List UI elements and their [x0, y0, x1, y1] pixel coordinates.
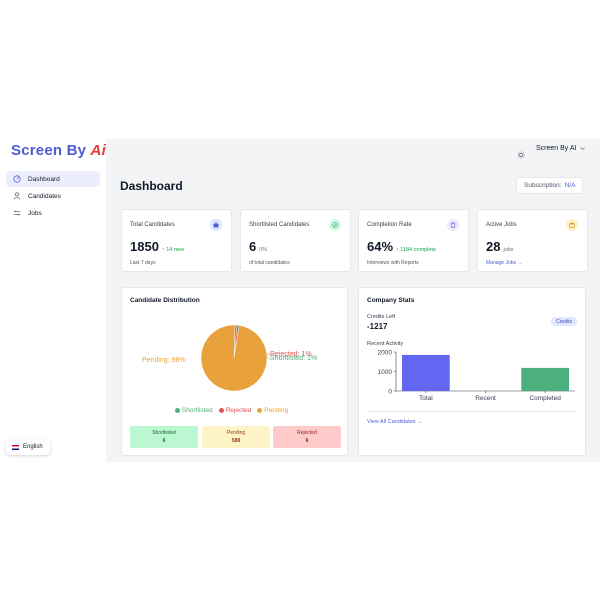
stat-note: ↑ 1184 complete — [396, 247, 436, 253]
stat-value: 64% ↑ 1184 complete — [367, 239, 436, 254]
user-menu-label: Screen By AI — [536, 145, 577, 152]
briefcase-icon — [210, 219, 222, 231]
bar-total[interactable] — [401, 354, 450, 391]
sun-icon[interactable] — [517, 146, 525, 159]
candidate-distribution-card: Candidate Distribution Pending: 98% Rejec… — [121, 287, 348, 456]
sidebar-item-label: Dashboard — [28, 175, 60, 183]
x-tick-label: Completed — [529, 395, 561, 402]
briefcase-icon — [566, 219, 578, 231]
company-stats-card: Company Stats Credits Left -1217 Credits… — [358, 287, 586, 456]
clipboard-icon — [447, 219, 459, 231]
stat-card-active-jobs: Active Jobs 28 jobs Manage Jobs → — [477, 209, 588, 272]
stat-card-total-candidates: Total Candidates 1850 ↑ 14 new Last 7 day… — [121, 209, 232, 272]
sidebar: Screen By Ai Dashboard Candidates Jobs E… — [0, 139, 106, 462]
recent-activity-label: Recent Activity — [367, 341, 404, 347]
page-title: Dashboard — [120, 179, 183, 193]
stat-title: Total Candidates — [130, 222, 175, 228]
stat-subtext: Interviews with Reports — [367, 260, 419, 266]
credits-left-value: -1217 — [367, 322, 388, 331]
x-tick-label: Recent — [475, 395, 496, 402]
section-title: Candidate Distribution — [130, 297, 200, 304]
legend-item-pending[interactable]: Pending — [257, 407, 288, 414]
manage-jobs-link[interactable]: Manage Jobs → — [486, 260, 523, 266]
pie-leader-shortlisted — [266, 356, 271, 360]
stat-subtext: Last 7 days — [130, 260, 156, 266]
view-all-candidates-link[interactable]: View All Candidates → — [367, 419, 423, 425]
app-window: Screen By Ai Dashboard Candidates Jobs E… — [0, 139, 600, 462]
stat-value: 28 jobs — [486, 239, 514, 254]
main-content: Screen By AI Dashboard Subscription: N/A… — [106, 139, 600, 462]
pending-count-box: Pending 588 — [202, 426, 270, 448]
subscription-label: Subscription: — [524, 182, 562, 189]
chevron-down-icon — [580, 147, 586, 151]
check-circle-icon — [329, 219, 341, 231]
distribution-pie-chart: Pending: 98% Rejected: 1%Shortlisted: 1% — [142, 324, 317, 392]
brand-logo[interactable]: Screen By Ai — [11, 142, 106, 159]
language-label: English — [23, 444, 43, 450]
sidebar-item-jobs[interactable]: Jobs — [6, 205, 100, 221]
rejected-count-box: Rejected 6 — [273, 426, 341, 448]
stat-note: ↑ 14 new — [161, 247, 184, 253]
dashboard-icon — [13, 175, 21, 183]
stat-card-shortlisted: Shortlisted Candidates 6 0% of total cand… — [240, 209, 351, 272]
stat-title: Active Jobs — [486, 222, 517, 228]
y-tick-label: 2000 — [378, 349, 393, 356]
pie-leader-rejected — [266, 353, 271, 356]
stat-value: 6 0% — [249, 239, 268, 254]
sidebar-item-candidates[interactable]: Candidates — [6, 188, 100, 204]
candidates-icon — [13, 192, 21, 200]
uk-flag-icon — [12, 444, 19, 450]
recent-activity-bar-chart: 0 1000 2000 Total Recent Completed — [378, 349, 575, 402]
divider — [367, 411, 577, 412]
user-menu[interactable]: Screen By AI — [536, 145, 586, 152]
legend-item-rejected[interactable]: Rejected — [218, 407, 251, 414]
shortlisted-count-box: Shortlisted 6 — [130, 426, 198, 448]
jobs-icon — [13, 209, 21, 217]
section-title: Company Stats — [367, 297, 415, 304]
bar-completed[interactable] — [521, 367, 570, 391]
stat-title: Completion Rate — [367, 222, 412, 228]
pie-label-shortlisted: Shortlisted: 1% — [270, 355, 317, 362]
x-tick-label: Total — [419, 395, 433, 402]
credits-badge[interactable]: Credits — [551, 317, 577, 326]
stat-value: 1850 ↑ 14 new — [130, 239, 184, 254]
sidebar-item-label: Candidates — [28, 192, 61, 200]
legend-item-shortlisted[interactable]: Shortlisted — [174, 407, 213, 414]
sidebar-item-dashboard[interactable]: Dashboard — [6, 171, 100, 187]
subscription-value: N/A — [564, 182, 576, 189]
credits-left-label: Credits Left — [367, 314, 396, 320]
pie-label-rejected: Rejected: 1% — [270, 351, 312, 358]
language-selector[interactable]: English — [6, 439, 50, 455]
y-tick-label: 0 — [388, 388, 392, 395]
pie-slice-pending[interactable] — [200, 324, 268, 392]
sidebar-item-label: Jobs — [28, 209, 42, 217]
pie-legend: Shortlisted Rejected Pending — [122, 407, 341, 414]
stat-note: 0% — [259, 247, 268, 253]
stat-subtext: of total candidates — [249, 260, 290, 266]
stat-card-completion-rate: Completion Rate 64% ↑ 1184 complete Inter… — [358, 209, 469, 272]
stat-note: jobs — [503, 247, 514, 253]
pie-label-pending: Pending: 98% — [142, 357, 186, 364]
y-tick-label: 1000 — [378, 369, 393, 376]
subscription-badge[interactable]: Subscription: N/A — [516, 177, 584, 194]
stat-title: Shortlisted Candidates — [249, 222, 310, 228]
